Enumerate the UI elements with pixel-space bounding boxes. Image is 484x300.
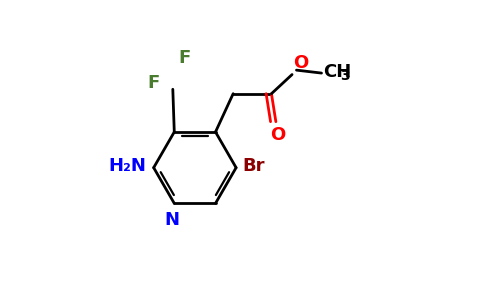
Text: O: O xyxy=(293,54,309,72)
Text: F: F xyxy=(148,74,160,92)
Text: F: F xyxy=(179,49,191,67)
Text: 3: 3 xyxy=(340,69,349,83)
Text: O: O xyxy=(270,126,285,144)
Text: H₂N: H₂N xyxy=(108,157,146,175)
Text: Br: Br xyxy=(242,157,265,175)
Text: CH: CH xyxy=(323,63,351,81)
Text: N: N xyxy=(165,211,180,229)
